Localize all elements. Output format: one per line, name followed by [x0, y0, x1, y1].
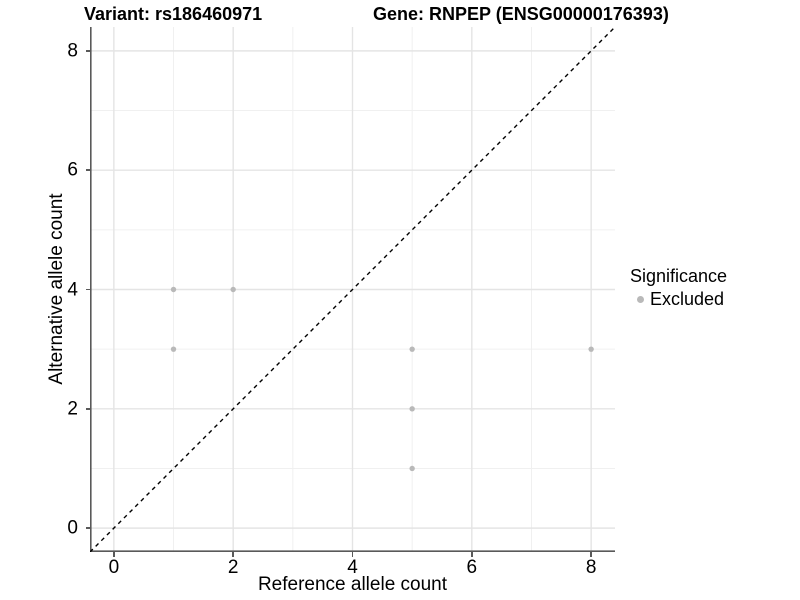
x-tick-label: 2	[227, 557, 239, 578]
x-tick-mark	[351, 552, 354, 557]
x-tick-label: 0	[108, 557, 120, 578]
legend-item-excluded: Excluded	[630, 289, 727, 309]
data-point	[230, 286, 236, 293]
legend-item-label: Excluded	[650, 289, 725, 309]
plot-canvas	[90, 27, 615, 552]
legend: Significance Excluded	[630, 266, 727, 309]
identity-reference-line	[90, 27, 615, 552]
data-point	[170, 286, 177, 293]
x-tick-mark	[113, 552, 115, 557]
y-tick-mark	[85, 288, 90, 291]
y-tick-label: 8	[67, 40, 78, 62]
gene-title: Gene: RNPEP (ENSG00000176393)	[373, 4, 669, 24]
y-tick-mark	[85, 50, 90, 52]
data-point	[409, 406, 415, 412]
y-tick-mark	[85, 527, 90, 529]
x-tick-label: 8	[585, 557, 597, 578]
x-tick-label: 4	[347, 557, 358, 578]
y-tick-mark	[85, 169, 90, 171]
excluded-point-icon	[637, 295, 644, 303]
x-tick-mark	[590, 552, 592, 557]
data-point	[588, 346, 594, 352]
x-axis-title: Reference allele count	[257, 574, 448, 595]
y-tick-mark	[85, 408, 90, 410]
plot-panel	[90, 27, 615, 552]
x-tick-mark	[471, 552, 473, 557]
y-tick-label: 0	[67, 517, 78, 539]
data-point	[409, 465, 415, 472]
y-tick-label: 6	[67, 159, 78, 181]
plot-titles: Variant: rs186460971 Gene: RNPEP (ENSG00…	[0, 3, 800, 27]
x-tick-mark	[232, 552, 234, 557]
y-tick-label: 4	[67, 279, 78, 300]
x-tick-label: 6	[466, 557, 478, 578]
data-point	[409, 346, 415, 352]
variant-title: Variant: rs186460971	[84, 4, 263, 24]
y-tick-label: 2	[67, 398, 78, 420]
legend-title: Significance	[630, 266, 728, 286]
data-point	[170, 346, 177, 352]
